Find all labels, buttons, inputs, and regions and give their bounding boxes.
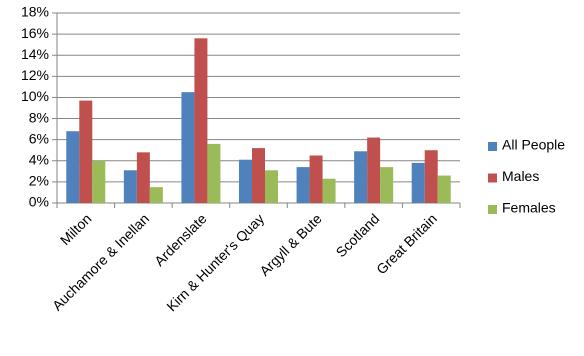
bar <box>149 187 163 203</box>
bar <box>194 38 208 204</box>
bar <box>92 160 106 203</box>
x-tick-label: Kirn & Hunter's Quay <box>163 210 267 314</box>
bar <box>181 92 195 203</box>
y-tick-label: 2% <box>29 173 49 189</box>
bar <box>123 170 137 203</box>
bar <box>437 175 451 203</box>
bar <box>367 137 381 203</box>
bar <box>252 148 265 203</box>
y-tick-label: 8% <box>29 109 49 125</box>
bar <box>265 170 278 203</box>
bar <box>322 178 336 203</box>
bar <box>66 131 80 203</box>
bar <box>79 100 93 203</box>
legend-swatch <box>488 205 497 214</box>
y-tick-label: 18% <box>21 4 49 20</box>
bar <box>239 159 252 203</box>
y-tick-label: 16% <box>21 25 49 41</box>
x-tick-label: Great Britain <box>373 210 440 277</box>
legend-label: All People <box>502 137 565 153</box>
legend-label: Males <box>502 168 539 184</box>
bar <box>380 167 394 203</box>
bar <box>309 155 323 203</box>
y-tick-label: 0% <box>29 194 49 210</box>
bar <box>411 162 425 203</box>
x-tick-label: Scotland <box>333 210 383 260</box>
x-tick-label: Argyll & Bute <box>256 210 325 279</box>
y-tick-label: 12% <box>21 67 49 83</box>
x-tick-label: Auchamore & Inellan <box>49 210 152 313</box>
x-tick-label: Ardenslate <box>151 210 210 269</box>
bar <box>136 152 150 203</box>
y-tick-label: 14% <box>21 46 49 62</box>
bar <box>354 151 368 203</box>
legend-swatch <box>488 142 497 151</box>
legend-label: Females <box>502 200 556 216</box>
legend-swatch <box>488 173 497 183</box>
y-tick-label: 10% <box>21 88 49 104</box>
bar <box>207 143 221 203</box>
x-tick-label: Milton <box>57 210 95 248</box>
y-tick-label: 4% <box>29 151 49 167</box>
bar <box>424 150 438 203</box>
y-tick-label: 6% <box>29 130 49 146</box>
bar <box>296 167 310 203</box>
